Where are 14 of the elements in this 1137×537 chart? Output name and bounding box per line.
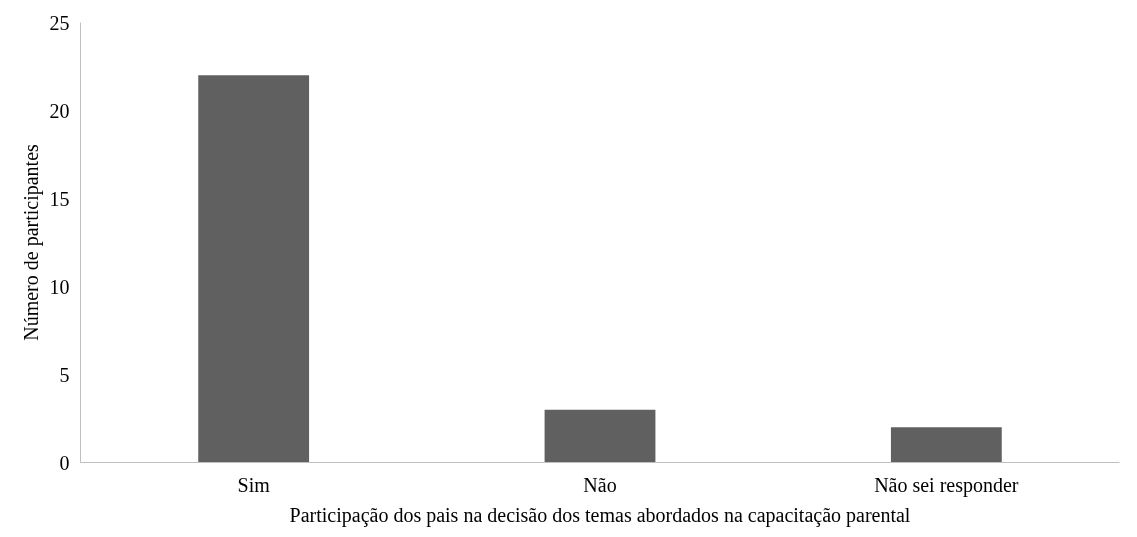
y-tick-label: 20	[49, 99, 70, 122]
bar	[198, 75, 310, 463]
bar	[544, 409, 656, 463]
x-tick-label: Não	[583, 473, 617, 496]
y-tick-label: 10	[49, 275, 70, 298]
y-tick-label: 0	[59, 451, 70, 474]
x-tick-label: Sim	[237, 473, 271, 496]
x-axis-title: Participação dos pais na decisão dos temas abordados na capacitação parental	[289, 503, 911, 527]
y-tick-label: 5	[59, 363, 70, 386]
y-tick-label: 25	[49, 11, 70, 34]
bar	[890, 427, 1002, 463]
y-tick-label: 15	[49, 187, 70, 210]
x-tick-label: Não sei responder	[874, 473, 1019, 497]
y-axis-title: Número de participantes	[19, 143, 43, 341]
